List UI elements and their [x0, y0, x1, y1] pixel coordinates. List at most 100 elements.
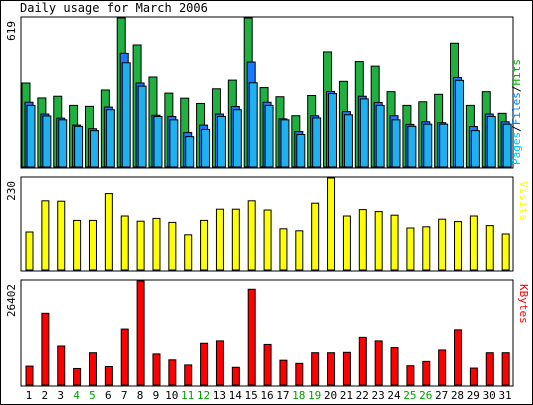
x-tick-label-day-6: 6 [105, 389, 112, 402]
bar-pages-day-13 [216, 115, 226, 168]
bar-pages-day-25 [407, 125, 417, 168]
x-tick-label-day-21: 21 [340, 389, 353, 402]
bar-pages-day-23 [375, 104, 385, 168]
bar-visits-day-16 [263, 209, 272, 271]
bar-kbytes-day-25 [406, 365, 415, 386]
x-tick-label-day-2: 2 [41, 389, 48, 402]
x-tick-label-day-20: 20 [324, 389, 337, 402]
x-tick-label-day-26: 26 [419, 389, 432, 402]
y-max-label-2: 230 [5, 181, 18, 201]
bar-pages-day-18 [296, 134, 306, 168]
bar-kbytes-day-19 [311, 352, 320, 386]
x-tick-label-day-27: 27 [435, 389, 448, 402]
bar-visits-day-24 [390, 214, 399, 271]
bar-visits-day-3 [57, 200, 66, 271]
x-tick-label-day-1: 1 [26, 389, 33, 402]
bar-pages-day-7 [121, 62, 131, 168]
bar-visits-day-6 [104, 193, 113, 271]
bar-visits-day-18 [295, 230, 304, 271]
bar-visits-day-7 [120, 215, 129, 271]
bar-kbytes-day-2 [41, 312, 50, 386]
x-tick-label-day-30: 30 [483, 389, 496, 402]
x-tick-label-day-4: 4 [73, 389, 80, 402]
bar-visits-day-4 [73, 219, 82, 271]
bar-pages-day-4 [74, 125, 84, 168]
bar-visits-day-15 [247, 200, 256, 271]
bar-pages-day-19 [312, 117, 322, 168]
x-tick-label-day-31: 31 [498, 389, 511, 402]
bar-kbytes-day-26 [422, 360, 431, 386]
bar-pages-day-22 [359, 98, 369, 168]
bar-visits-day-1 [25, 231, 34, 271]
x-tick-label-day-25: 25 [403, 389, 416, 402]
bar-visits-day-13 [215, 208, 224, 271]
x-tick-label-day-8: 8 [137, 389, 144, 402]
bar-kbytes-day-5 [88, 352, 97, 386]
bar-pages-day-1 [26, 104, 36, 168]
bar-kbytes-day-30 [485, 352, 494, 386]
y-max-label-3: 26402 [5, 284, 18, 317]
bar-pages-day-10 [169, 119, 179, 168]
bar-visits-day-12 [200, 219, 209, 271]
x-tick-label-day-10: 10 [165, 389, 178, 402]
legend-entry-files: Files [510, 92, 523, 125]
bar-pages-day-28 [455, 79, 465, 168]
bar-kbytes-day-4 [73, 367, 82, 386]
bar-pages-day-2 [42, 115, 52, 168]
bar-visits-day-22 [358, 209, 367, 271]
bar-visits-day-5 [88, 219, 97, 271]
bar-pages-day-20 [328, 93, 338, 168]
bar-kbytes-day-20 [327, 352, 336, 386]
bar-visits-day-30 [485, 225, 494, 271]
x-tick-label-day-7: 7 [121, 389, 128, 402]
bar-visits-day-10 [168, 221, 177, 271]
x-tick-label-day-14: 14 [229, 389, 243, 402]
x-tick-label-day-23: 23 [371, 389, 384, 402]
bar-pages-day-11 [185, 136, 195, 168]
bar-visits-day-20 [327, 177, 336, 271]
legend-entry-kbytes: KBytes [517, 284, 530, 324]
x-tick-label-day-24: 24 [387, 389, 401, 402]
bar-pages-day-29 [470, 130, 480, 168]
bar-pages-day-12 [201, 128, 211, 168]
x-tick-label-day-16: 16 [260, 389, 273, 402]
bar-kbytes-day-10 [168, 359, 177, 386]
x-tick-label-day-9: 9 [153, 389, 160, 402]
legend-entry-visits: Visits [517, 181, 530, 221]
bar-pages-day-15 [248, 82, 258, 168]
bar-kbytes-day-18 [295, 362, 304, 386]
x-tick-label-day-11: 11 [181, 389, 194, 402]
x-tick-label-day-15: 15 [245, 389, 258, 402]
legend-3: KBytes [517, 284, 530, 324]
bar-pages-day-16 [264, 104, 274, 168]
x-tick-label-day-12: 12 [197, 389, 210, 402]
legend-1: Pages/Files/Hits [510, 59, 523, 165]
bar-pages-day-5 [89, 130, 99, 168]
bar-kbytes-day-24 [390, 347, 399, 386]
bar-kbytes-day-15 [247, 288, 256, 386]
bar-visits-day-31 [501, 233, 510, 271]
bar-pages-day-9 [153, 115, 163, 168]
bar-visits-day-9 [152, 217, 161, 271]
x-tick-label-day-19: 19 [308, 389, 321, 402]
bar-pages-day-24 [391, 119, 401, 168]
legend-separator: / [510, 125, 523, 132]
bar-visits-day-27 [438, 218, 447, 271]
bar-visits-day-21 [342, 215, 351, 271]
x-tick-label-day-5: 5 [89, 389, 96, 402]
bar-visits-day-2 [41, 200, 50, 271]
plot-frame-1 [20, 16, 514, 169]
bar-kbytes-day-12 [200, 342, 209, 386]
plot-frame-3 [20, 279, 514, 387]
bar-visits-day-8 [136, 220, 145, 271]
bar-pages-day-6 [105, 109, 115, 168]
bar-pages-day-3 [58, 119, 68, 168]
x-tick-label-day-13: 13 [213, 389, 226, 402]
bar-pages-day-8 [137, 85, 147, 168]
x-tick-label-day-3: 3 [57, 389, 64, 402]
bar-kbytes-day-31 [501, 352, 510, 386]
bar-visits-day-28 [454, 221, 463, 271]
bar-kbytes-day-9 [152, 353, 161, 386]
legend-entry-pages: Pages [510, 132, 523, 165]
